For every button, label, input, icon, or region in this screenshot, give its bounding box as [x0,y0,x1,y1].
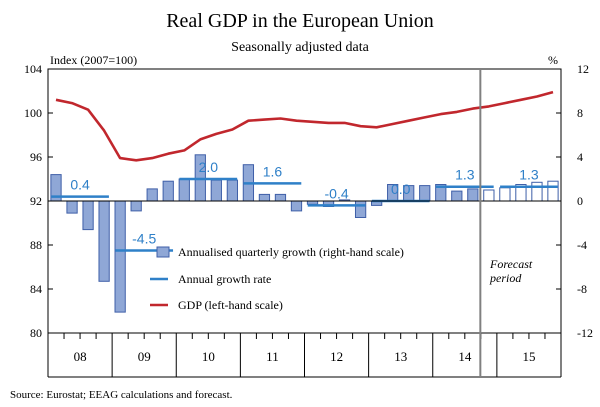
growth-bar [98,200,110,282]
left-tick-label: 84 [30,282,42,296]
annual-growth-label: 1.3 [455,167,475,183]
left-tick-label: 104 [24,62,42,76]
right-tick-label: 0 [577,194,583,208]
left-tick-label: 96 [30,150,42,164]
growth-bar [258,193,271,202]
legend-gdp-label: GDP (left-hand scale) [178,298,283,312]
growth-bar [483,189,495,202]
right-tick-label: -8 [577,282,587,296]
growth-bar [210,179,222,202]
left-tick-label: 100 [24,106,42,120]
growth-bar [531,181,543,202]
annual-growth-label: 1.3 [519,167,539,183]
growth-bar [130,200,142,212]
chart-subtitle: Seasonally adjusted data [231,40,369,55]
growth-bar [467,188,479,202]
growth-bar [178,178,190,202]
line-layer [55,90,554,162]
source-note: Source: Eurostat; EEAG calculations and … [10,389,233,401]
growth-bar [66,200,78,214]
growth-bar [162,180,174,202]
growth-bar [354,200,367,218]
x-tick-label: 10 [202,349,215,364]
left-tick-label: 80 [30,326,42,340]
growth-bar [499,187,511,202]
legend-bar-label: Annualised quarterly growth (right-hand … [178,245,404,259]
gdp-line [55,90,554,162]
x-tick-label: 12 [330,349,343,364]
right-tick-label: -12 [577,326,593,340]
growth-bar [451,190,463,202]
chart-title: Real GDP in the European Union [166,10,434,32]
legend-annual-label: Annual growth rate [178,272,271,286]
left-tick-label: 92 [30,194,42,208]
legend: Annualised quarterly growth (right-hand … [150,245,404,312]
growth-bar [419,185,431,202]
right-axis-label: % [548,53,558,67]
legend-bar-swatch [156,246,170,258]
growth-bar [547,180,559,202]
forecast-label: Forecast period [489,257,535,285]
growth-bar [274,193,287,202]
annual-growth-label: -4.5 [132,231,156,247]
annual-growth-label: 2.0 [199,159,219,175]
x-tick-label: 09 [138,349,151,364]
annual-growth-label: 1.6 [263,163,283,179]
annual-growth-label: 0.0 [391,181,411,197]
right-tick-label: 4 [577,150,583,164]
growth-bar [146,188,158,202]
growth-bar [226,179,238,202]
x-tick-label: 11 [266,349,279,364]
left-tick-label: 88 [30,238,42,252]
annual-layer: 0.4 -4.5 2.0 1.6 -0.4 0.0 1.3 1.3 [51,159,558,252]
x-tick-label: 15 [522,349,535,364]
left-axis-label: Index (2007=100) [50,53,137,67]
annual-growth-label: -0.4 [325,185,349,201]
growth-bar [290,200,303,212]
x-tick-label: 14 [458,349,472,364]
x-tick-label: 13 [394,349,407,364]
growth-bar [114,200,126,313]
right-tick-label: -4 [577,238,587,252]
bars-layer [50,154,559,313]
x-tick-label: 08 [74,349,87,364]
right-tick-label: 12 [577,62,589,76]
annual-growth-label: 0.4 [70,177,90,193]
growth-bar [82,200,94,231]
right-tick-label: 8 [577,106,583,120]
